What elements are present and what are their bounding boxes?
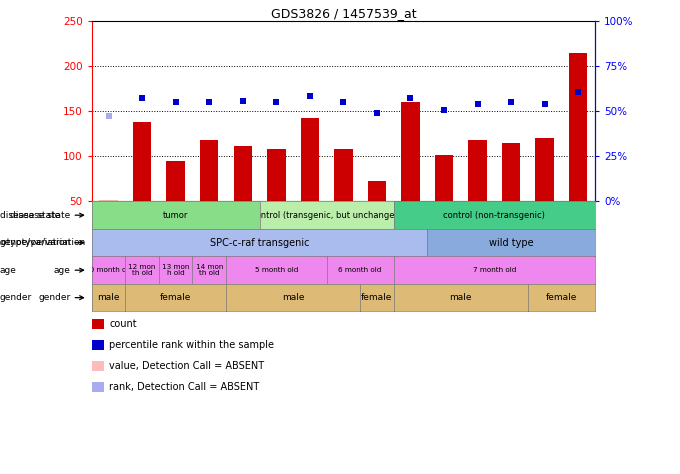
Text: control (transgenic, but unchanged): control (transgenic, but unchanged) bbox=[250, 211, 403, 219]
Text: 10 month old: 10 month old bbox=[84, 267, 133, 273]
Text: male: male bbox=[97, 293, 120, 302]
Text: percentile rank within the sample: percentile rank within the sample bbox=[109, 340, 275, 350]
Bar bbox=[535, 137, 554, 201]
Bar bbox=[99, 200, 118, 201]
Bar bbox=[200, 140, 218, 201]
Text: male: male bbox=[282, 293, 305, 302]
Text: count: count bbox=[109, 319, 137, 329]
Text: gender: gender bbox=[0, 293, 32, 302]
Text: female: female bbox=[361, 293, 392, 302]
Text: 7 month old: 7 month old bbox=[473, 267, 516, 273]
Bar bbox=[569, 53, 588, 201]
Bar bbox=[401, 102, 420, 201]
Bar bbox=[233, 146, 252, 201]
Text: rank, Detection Call = ABSENT: rank, Detection Call = ABSENT bbox=[109, 382, 260, 392]
Text: 14 mon
th old: 14 mon th old bbox=[196, 264, 223, 276]
Title: GDS3826 / 1457539_at: GDS3826 / 1457539_at bbox=[271, 7, 416, 20]
Bar bbox=[334, 149, 353, 201]
Text: male: male bbox=[449, 293, 472, 302]
Text: age: age bbox=[0, 266, 17, 274]
Bar bbox=[469, 140, 487, 201]
Text: female: female bbox=[160, 293, 191, 302]
Text: value, Detection Call = ABSENT: value, Detection Call = ABSENT bbox=[109, 361, 265, 371]
Bar bbox=[133, 122, 152, 201]
Bar bbox=[167, 161, 185, 201]
Text: 6 month old: 6 month old bbox=[339, 267, 382, 273]
Bar bbox=[368, 181, 386, 201]
Text: disease state: disease state bbox=[0, 211, 61, 219]
Bar bbox=[267, 149, 286, 201]
Bar bbox=[435, 155, 454, 201]
Text: female: female bbox=[546, 293, 577, 302]
Bar bbox=[502, 143, 520, 201]
Text: genotype/variation: genotype/variation bbox=[0, 238, 86, 247]
Text: 5 month old: 5 month old bbox=[254, 267, 298, 273]
Text: SPC-c-raf transgenic: SPC-c-raf transgenic bbox=[210, 237, 309, 248]
Bar bbox=[301, 118, 319, 201]
Text: 13 mon
h old: 13 mon h old bbox=[162, 264, 189, 276]
Text: disease state: disease state bbox=[10, 211, 71, 219]
Text: tumor: tumor bbox=[163, 211, 188, 219]
Text: 12 mon
th old: 12 mon th old bbox=[129, 264, 156, 276]
Text: wild type: wild type bbox=[489, 237, 533, 248]
Text: genotype/variation: genotype/variation bbox=[0, 238, 71, 247]
Text: age: age bbox=[54, 266, 71, 274]
Text: control (non-transgenic): control (non-transgenic) bbox=[443, 211, 545, 219]
Text: gender: gender bbox=[38, 293, 71, 302]
